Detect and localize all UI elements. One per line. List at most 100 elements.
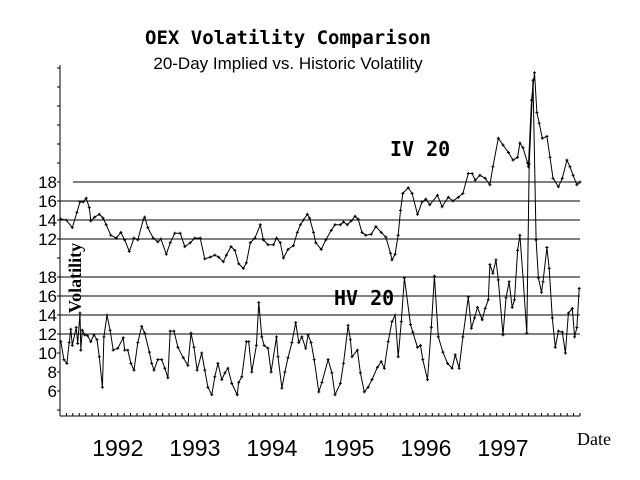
hv-20-point: [409, 323, 412, 326]
iv-20-point: [286, 247, 290, 251]
x-tick-label: 1994: [246, 435, 297, 461]
iv-20-point: [506, 151, 510, 154]
hv-20-point: [396, 355, 400, 359]
iv-20-point: [568, 165, 572, 169]
iv-20-point: [360, 230, 364, 234]
hv-20-point: [473, 316, 476, 320]
iv-20-point: [571, 173, 575, 177]
iv-20-point: [217, 255, 221, 259]
hv-20-point: [92, 333, 96, 337]
hv-20-point: [156, 358, 160, 362]
iv-20-point: [109, 233, 113, 237]
hv-20-point: [399, 320, 403, 324]
hv-20-point: [507, 280, 511, 284]
hv-20-point: [545, 246, 549, 249]
hv-20-point: [476, 305, 479, 309]
hv-20-point: [59, 340, 63, 344]
iv-20-point: [342, 220, 345, 224]
iv-20-point: [548, 155, 552, 159]
hv-20-point: [432, 274, 436, 278]
iv-20-point: [164, 252, 168, 256]
iv-20-point: [64, 218, 68, 222]
hv-20-point: [65, 361, 69, 365]
iv-20-point: [436, 193, 439, 197]
hv-20-point: [382, 366, 386, 370]
iv-20-point: [104, 223, 108, 227]
iv-20-point: [295, 230, 299, 234]
hv-20-point: [366, 385, 370, 389]
hv-20-point: [237, 380, 241, 384]
y-tick-label: 18: [38, 173, 57, 192]
hv-20-point: [286, 356, 290, 360]
iv-20-point: [338, 223, 342, 227]
iv-20-point: [241, 266, 245, 270]
hv-series-label: HV 20: [334, 286, 394, 310]
hv-20-point: [501, 333, 505, 337]
hv-20-point: [206, 385, 210, 389]
iv-20-point: [384, 235, 388, 239]
hv-20-point: [536, 276, 540, 280]
hv-20-point: [76, 342, 80, 345]
hv-20-point: [235, 393, 239, 397]
hv-20-point: [370, 378, 374, 382]
iv-20-point: [537, 121, 541, 125]
iv-20-point: [466, 172, 470, 175]
iv-20-point: [123, 238, 127, 242]
hv-20-point: [186, 363, 190, 367]
iv-20-point: [451, 199, 455, 203]
hv-20-point: [516, 248, 520, 252]
hv-20-point: [547, 266, 551, 270]
iv-20-point: [406, 186, 410, 190]
iv-20-point: [308, 216, 312, 220]
iv-20-point: [298, 223, 302, 227]
hv-20-point: [143, 331, 147, 335]
hv-20-point: [358, 371, 362, 375]
iv-20-point: [301, 218, 305, 222]
iv-20-point: [324, 238, 328, 242]
hv-20-point: [483, 306, 487, 310]
iv-20-point: [575, 183, 579, 187]
iv-20-point: [89, 219, 93, 223]
hv-20-point: [126, 348, 130, 352]
hv-20-point: [262, 343, 266, 347]
hv-20-point: [200, 351, 204, 355]
hv-20-point: [469, 326, 473, 330]
iv-20-point: [483, 176, 487, 180]
iv-20-point: [59, 217, 63, 221]
hv-20-point: [379, 360, 383, 364]
iv-20-point: [374, 225, 378, 229]
hv-20-point: [260, 335, 264, 339]
hv-20-point: [116, 346, 120, 350]
hv-20-point: [269, 370, 273, 374]
hv-20-point: [223, 371, 227, 375]
iv-20-point: [565, 158, 569, 162]
hv-20-point: [247, 340, 251, 344]
y-tick-label: 12: [38, 230, 57, 249]
hv-20-point: [541, 280, 545, 284]
hv-20-point: [300, 335, 304, 339]
hv-20-point: [176, 345, 180, 349]
hv-20-point: [220, 378, 224, 382]
iv-20-point: [221, 260, 225, 264]
hv-20-point: [513, 298, 516, 302]
hv-20-point: [496, 278, 500, 282]
iv-20-point: [545, 134, 549, 138]
hv-20-point: [79, 348, 83, 352]
hv-20-point: [556, 329, 560, 333]
hv-20-point: [534, 238, 538, 242]
hv-20-point: [436, 335, 440, 339]
hv-20-point: [160, 358, 164, 362]
iv-20-point: [478, 173, 482, 177]
hv-20-point: [333, 393, 337, 397]
iv-20-point: [143, 215, 147, 219]
y-tick-label: 14: [38, 211, 57, 230]
hv-20-point: [309, 341, 313, 345]
iv-20-point: [305, 212, 309, 216]
y-tick-label: 14: [38, 306, 57, 325]
hv-20-point: [421, 358, 425, 362]
iv-20-point: [396, 233, 400, 237]
iv-20-point: [258, 223, 262, 227]
hv-20-point: [86, 334, 90, 338]
hv-20-point: [330, 371, 334, 375]
hv-20-point: [152, 368, 156, 372]
